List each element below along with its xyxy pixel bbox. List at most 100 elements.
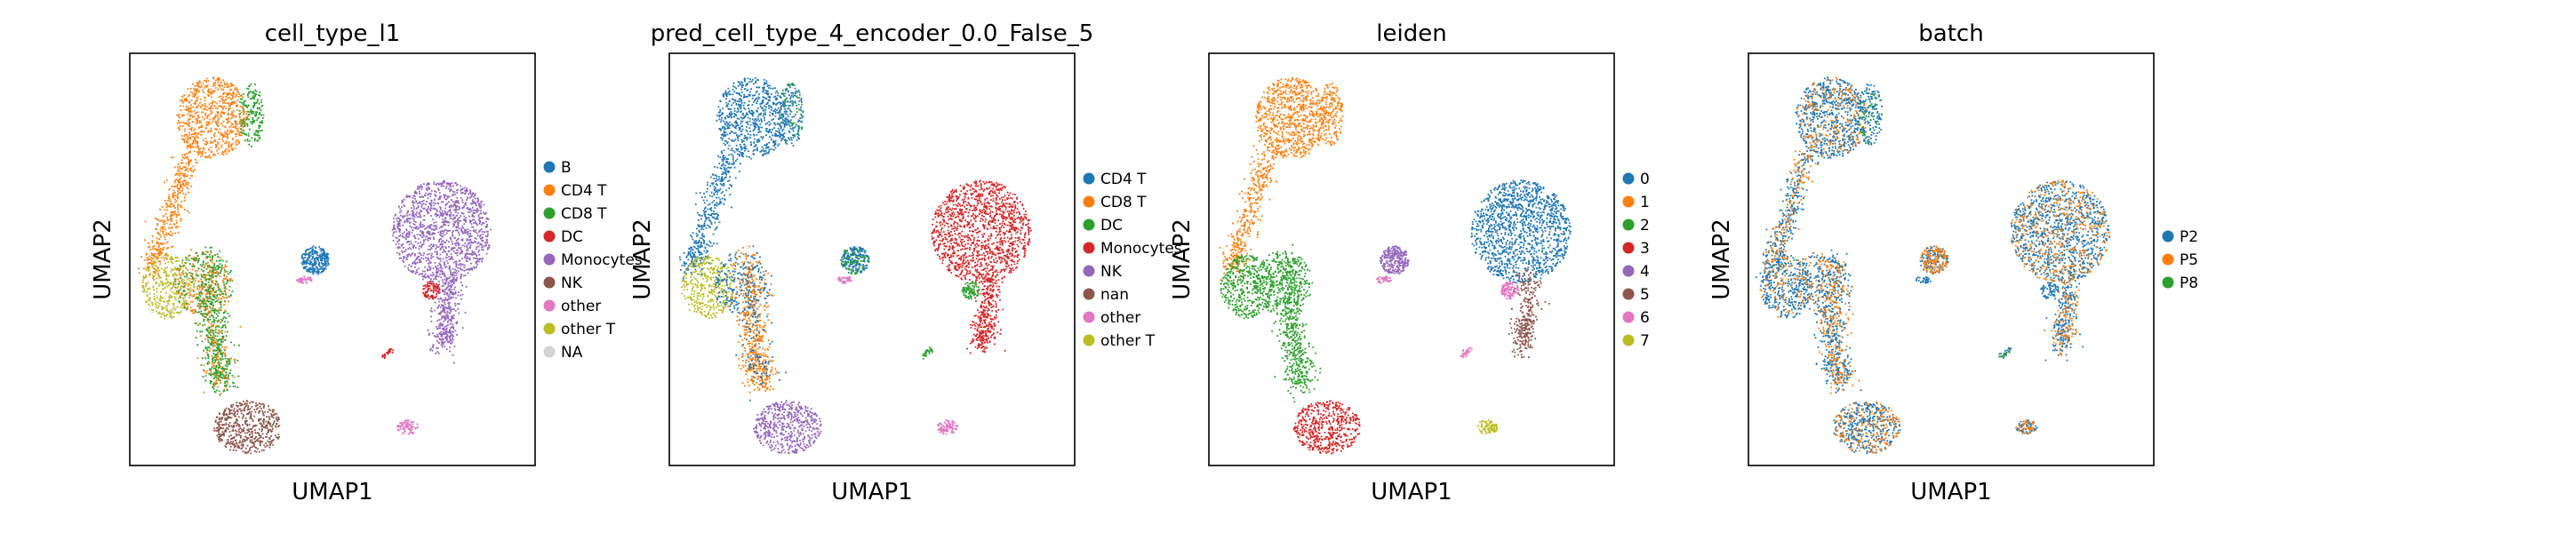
- legend-marker: [1622, 219, 1635, 231]
- legend-label: 7: [1640, 332, 1650, 350]
- legend-entry: 2: [1622, 217, 1650, 235]
- scatter-mark: [735, 245, 787, 402]
- scatter-mark: [1220, 255, 1274, 320]
- x-axis-label: UMAP1: [1910, 479, 1991, 505]
- cluster-points-monocytes: [391, 179, 492, 282]
- cluster-points-p2: [2016, 419, 2038, 434]
- legend-entry: NK: [543, 274, 583, 292]
- panel-pred-cell-type: pred_cell_type_4_encoder_0.0_False_5 UMA…: [629, 20, 1182, 505]
- scatter-mark: [780, 83, 804, 144]
- scatter-mark: [1376, 275, 1393, 284]
- legend-label: 0: [1640, 171, 1650, 188]
- legend-label: 1: [1640, 194, 1650, 211]
- cluster-points-6: [1500, 281, 1520, 300]
- plot-frame: [1208, 52, 1615, 466]
- scatter-mark: [1857, 93, 1883, 146]
- legend-marker: [1083, 219, 1095, 231]
- scatter-mark: [727, 245, 778, 394]
- scatter-mark: [396, 419, 419, 435]
- scatter-mark: [2016, 419, 2038, 434]
- scatter-mark: [2040, 282, 2060, 299]
- scatter-mark: [191, 246, 240, 396]
- legend-label: other T: [561, 321, 616, 338]
- plot-frame: [129, 52, 536, 466]
- scatter-mark: [931, 179, 1032, 283]
- legend-marker: [1622, 172, 1635, 185]
- legend-label: CD4 T: [561, 182, 607, 200]
- cluster-points-5: [1508, 266, 1550, 359]
- scatter-mark: [1255, 76, 1327, 159]
- legend-entry: 5: [1622, 286, 1650, 304]
- scatter-mark: [1292, 400, 1361, 455]
- legend-marker: [1083, 334, 1095, 346]
- legend-label: DC: [1100, 217, 1123, 235]
- scatter-points: [138, 76, 492, 455]
- cluster-points-p2: [2010, 180, 2110, 282]
- legend-marker: [543, 207, 556, 219]
- cluster-points-cd4-t: [678, 139, 743, 282]
- scatter-mark: [966, 263, 1006, 354]
- scatter-mark: [961, 281, 980, 300]
- legend-label: CD4 T: [1100, 171, 1147, 188]
- scatter-mark: [2011, 179, 2111, 282]
- cluster-points-p8: [1857, 93, 1883, 146]
- cluster-points-cd4-t: [138, 144, 204, 285]
- scatter-mark: [937, 419, 959, 435]
- cluster-points-4: [1380, 245, 1410, 274]
- scatter-mark: [1835, 401, 1900, 454]
- legend-marker: [2162, 276, 2174, 289]
- scatter-mark: [1508, 266, 1550, 359]
- scatter-mark: [1252, 251, 1314, 315]
- legend-label: other T: [1100, 332, 1156, 350]
- legend-entry: NA: [543, 344, 583, 362]
- legend-marker: [543, 346, 556, 358]
- legend-marker: [1083, 311, 1095, 323]
- scatter-mark: [1470, 179, 1572, 284]
- scatter-mark: [391, 179, 492, 282]
- scatter-mark: [1460, 346, 1473, 359]
- legend-marker: [543, 161, 556, 173]
- legend-marker: [543, 230, 556, 243]
- cluster-points-cd8-t: [727, 245, 778, 394]
- legend-marker: [1083, 195, 1095, 208]
- scatter-mark: [1999, 349, 2011, 358]
- legend-entry: Monocytes: [1083, 240, 1182, 258]
- cluster-points-p8: [1999, 349, 2011, 358]
- cluster-points-p5: [2011, 179, 2111, 282]
- scatter-mark: [837, 275, 852, 284]
- legend-marker: [1622, 311, 1635, 323]
- cluster-points-dc: [922, 346, 933, 360]
- legend-label: Monocytes: [1100, 240, 1182, 258]
- panel-title: pred_cell_type_4_encoder_0.0_False_5: [651, 20, 1094, 47]
- legend-label: NA: [561, 344, 583, 362]
- legend: P2 P5 P8: [2162, 228, 2198, 292]
- legend-entry: DC: [1083, 217, 1123, 235]
- cluster-points-dc: [961, 281, 980, 300]
- cluster-points-b: [300, 245, 330, 275]
- cluster-points-other: [837, 275, 852, 284]
- panel-title: cell_type_l1: [265, 20, 401, 47]
- legend-label: 3: [1640, 240, 1650, 258]
- legend-marker: [543, 322, 556, 335]
- cluster-points-nk: [753, 400, 822, 455]
- legend-entry: CD4 T: [543, 182, 607, 200]
- legend-marker: [543, 276, 556, 289]
- legend-label: 2: [1640, 217, 1650, 235]
- legend-entry: CD8 T: [1083, 194, 1147, 211]
- legend-entry: B: [543, 159, 572, 177]
- scatter-mark: [422, 281, 441, 300]
- cluster-points-monocytes: [427, 267, 470, 364]
- panel-leiden: leiden UMAP1 UMAP2 0 1 2 3 4 5 6 7: [1169, 20, 1650, 505]
- plot-frame: [1748, 52, 2155, 466]
- scatter-mark: [716, 77, 788, 160]
- x-axis-label: UMAP1: [292, 479, 372, 505]
- cluster-points-6: [1460, 346, 1473, 359]
- cluster-points-cd4-t: [779, 83, 804, 147]
- scatter-mark: [922, 346, 933, 360]
- legend-entry: 3: [1622, 240, 1650, 258]
- cluster-points-0: [1470, 179, 1572, 284]
- cluster-points-dc: [422, 281, 441, 300]
- legend-marker: [2162, 253, 2174, 266]
- cluster-points-cd8-t: [191, 246, 240, 396]
- x-axis-label: UMAP1: [831, 479, 912, 505]
